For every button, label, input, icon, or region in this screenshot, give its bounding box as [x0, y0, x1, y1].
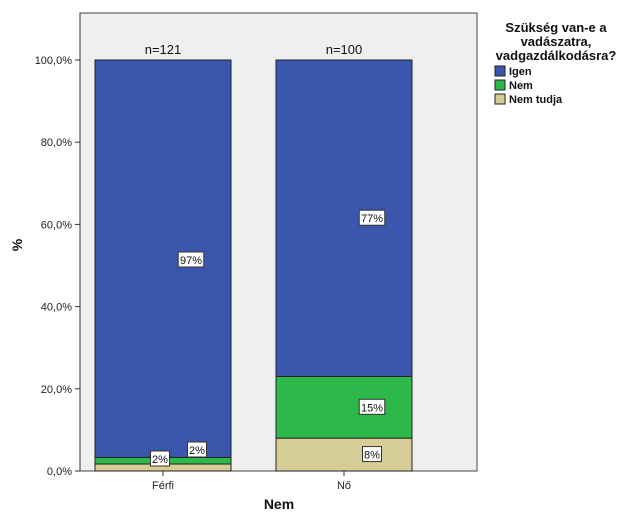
legend-swatch: [494, 93, 506, 105]
data-label-box: [358, 209, 386, 226]
y-axis: 0,0% 20,0% 40,0% 60,0% 80,0% 100,0%: [35, 13, 81, 478]
bar-segment: [275, 375, 413, 439]
y-tick-label: 20,0%: [41, 384, 72, 396]
legend-entry: Nem tudja: [509, 94, 563, 106]
x-tick-label: Férfi: [152, 480, 174, 492]
data-label: 2%: [189, 445, 205, 457]
y-tick-label: 100,0%: [35, 55, 73, 67]
legend-swatch: [494, 79, 506, 91]
y-tick-label: 80,0%: [41, 137, 72, 149]
x-axis-title: Nem: [264, 496, 294, 512]
legend-title-line: vadászatra,: [521, 34, 592, 49]
data-label: 2%: [152, 454, 168, 466]
bars-group: 2% 2% 97% n=121 8% 15% 77% n=100: [94, 42, 413, 472]
data-label: 97%: [180, 255, 202, 267]
legend-title-line: Szükség van-e a: [505, 20, 607, 35]
y-tick-label: 0,0%: [47, 466, 72, 478]
legend-entry: Nem: [509, 80, 533, 92]
data-label: 8%: [364, 450, 380, 462]
legend-title-line: vadgazdálkodásra?: [496, 48, 617, 63]
bar-segment: [275, 437, 413, 472]
y-tick-label: 40,0%: [41, 302, 72, 314]
legend-swatch: [494, 65, 506, 77]
category-count-label: n=121: [145, 42, 182, 57]
y-axis-title: %: [9, 238, 25, 251]
data-label-box: [362, 446, 382, 463]
legend-entry: Igen: [509, 66, 532, 78]
data-label-box: [187, 441, 207, 458]
legend: Szükség van-e a vadászatra, vadgazdálkod…: [494, 20, 617, 106]
data-label-box: [177, 251, 205, 268]
category-count-label: n=100: [326, 42, 363, 57]
data-label-box: [358, 398, 386, 415]
data-label-box: [150, 450, 170, 467]
y-tick-label: 60,0%: [41, 219, 72, 231]
x-tick-label: Nő: [337, 480, 351, 492]
data-label: 77%: [361, 213, 383, 225]
data-label: 15%: [361, 402, 383, 414]
bar-segment: [94, 59, 232, 458]
bar-segment: [275, 59, 413, 377]
x-axis: Férfi Nő: [152, 471, 351, 492]
